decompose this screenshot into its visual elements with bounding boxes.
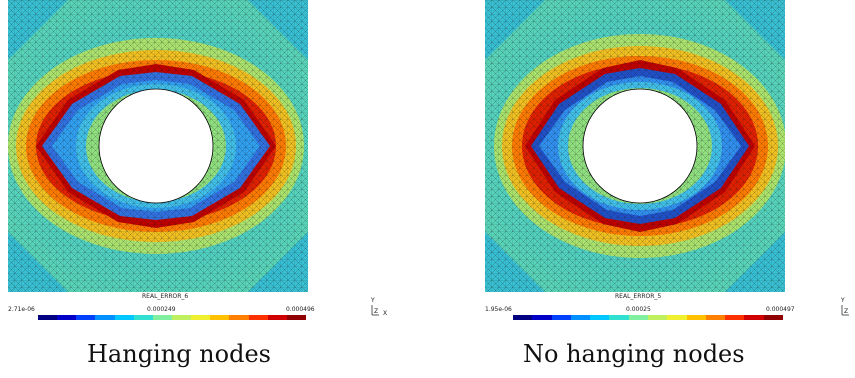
colorbar-segment (38, 315, 58, 320)
error-field-image (485, 0, 785, 292)
caption-hanging-nodes: Hanging nodes (87, 340, 271, 368)
axis-x-label: X (383, 310, 388, 317)
colorbar-segment (76, 315, 96, 320)
axis-triad: Y Z X (370, 297, 388, 317)
colorbar-mid-label: 0.00025 (626, 306, 651, 313)
colorbar-min-label: 1.95e-06 (485, 306, 512, 313)
colorbar-segment (686, 315, 706, 320)
colorbar-segment (229, 315, 249, 320)
colorbar-segment (705, 315, 726, 320)
colorbar-segment (171, 315, 192, 320)
colorbar-segment (57, 315, 77, 320)
colorbar-segment (152, 315, 172, 320)
colorbar-segment (667, 315, 687, 320)
colorbar-segment (248, 315, 268, 320)
colorbar-segment (286, 315, 306, 320)
axis-z-label: Z (844, 308, 849, 315)
mesh-plot-no-hanging-nodes: REAL_ERROR_5 (485, 0, 785, 300)
axis-y-label: Y (841, 297, 845, 304)
colorbar (38, 315, 306, 320)
colorbar-segment (267, 315, 287, 320)
mesh-plot-hanging-nodes: REAL_ERROR_6 (8, 0, 308, 300)
colorbar-segment (114, 315, 134, 320)
colorbar-segment (532, 315, 552, 320)
colorbar (513, 315, 783, 320)
colorbar-segment (744, 315, 764, 320)
colorbar-segment (551, 315, 571, 320)
colorbar-segment (725, 315, 745, 320)
colorbar-segment (513, 315, 533, 320)
caption-no-hanging-nodes: No hanging nodes (523, 340, 745, 368)
colorbar-min-label: 2.71e-06 (8, 306, 35, 313)
colorbar-segment (590, 315, 610, 320)
error-field-image (8, 0, 308, 292)
colorbar-segment (95, 315, 115, 320)
colorbar-segment (191, 315, 211, 320)
colorbar-max-label: 0.000496 (286, 306, 315, 313)
colorbar-segment (628, 315, 648, 320)
axis-z-label: Z (374, 308, 379, 315)
colorbar-mid-label: 0.000249 (147, 306, 176, 313)
colorbar-segment (570, 315, 591, 320)
colorbar-segment (609, 315, 629, 320)
colorbar-segment (763, 315, 783, 320)
colorbar-segment (133, 315, 153, 320)
axis-triad: Y Z (840, 297, 855, 317)
colorbar-segment (647, 315, 668, 320)
colorbar-title: REAL_ERROR_5 (615, 293, 662, 300)
colorbar-segment (210, 315, 230, 320)
axis-y-label: Y (371, 297, 375, 304)
colorbar-max-label: 0.000497 (766, 306, 795, 313)
colorbar-title: REAL_ERROR_6 (142, 293, 189, 300)
